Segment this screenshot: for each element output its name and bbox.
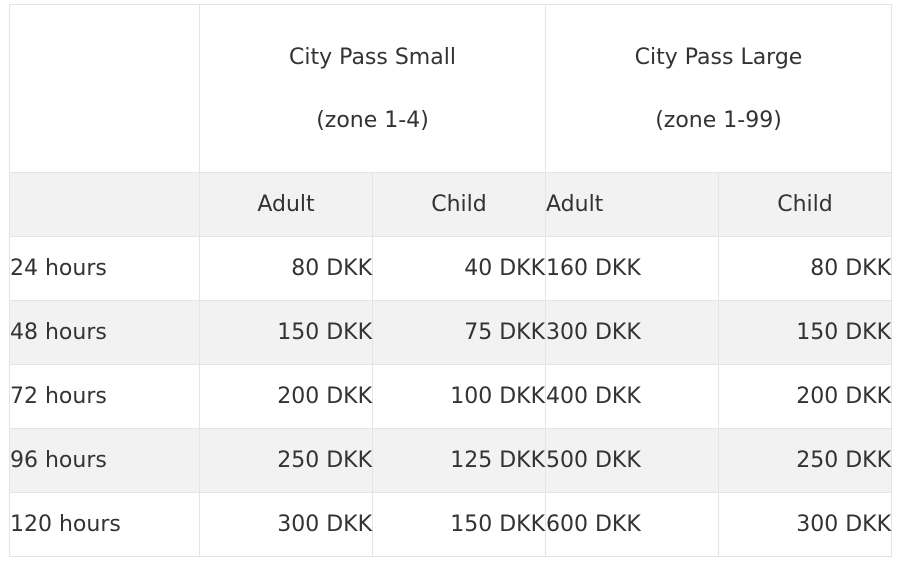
- price-cell-small-child: 150 DKK: [372, 492, 546, 557]
- pass-header-row: City Pass Small (zone 1-4) City Pass Lar…: [9, 4, 892, 173]
- subheader-row: Adult Child Adult Child: [9, 172, 892, 237]
- subheader-large-child: Child: [718, 172, 892, 237]
- table-row: 48 hours 150 DKK 75 DKK 300 DKK 150 DKK: [9, 300, 892, 365]
- city-pass-price-table: City Pass Small (zone 1-4) City Pass Lar…: [9, 4, 892, 557]
- duration-cell: 120 hours: [9, 492, 200, 557]
- price-cell-small-child: 100 DKK: [372, 364, 546, 429]
- table-row: 72 hours 200 DKK 100 DKK 400 DKK 200 DKK: [9, 364, 892, 429]
- price-cell-small-adult: 80 DKK: [199, 236, 373, 301]
- price-cell-large-child: 150 DKK: [718, 300, 892, 365]
- duration-cell: 48 hours: [9, 300, 200, 365]
- price-cell-small-adult: 150 DKK: [199, 300, 373, 365]
- price-cell-large-adult: 500 DKK: [545, 428, 719, 493]
- price-cell-large-adult: 600 DKK: [545, 492, 719, 557]
- table-row: 24 hours 80 DKK 40 DKK 160 DKK 80 DKK: [9, 236, 892, 301]
- pass-zone-large: (zone 1-99): [655, 107, 782, 133]
- duration-cell: 72 hours: [9, 364, 200, 429]
- subheader-large-adult: Adult: [545, 172, 719, 237]
- price-cell-small-adult: 250 DKK: [199, 428, 373, 493]
- price-cell-large-adult: 160 DKK: [545, 236, 719, 301]
- price-cell-large-adult: 400 DKK: [545, 364, 719, 429]
- price-cell-large-child: 250 DKK: [718, 428, 892, 493]
- pass-zone-small: (zone 1-4): [316, 107, 429, 133]
- price-cell-large-child: 200 DKK: [718, 364, 892, 429]
- price-cell-large-child: 80 DKK: [718, 236, 892, 301]
- price-cell-small-child: 125 DKK: [372, 428, 546, 493]
- empty-corner-cell: [9, 4, 200, 173]
- pass-name-small: City Pass Small: [289, 44, 456, 70]
- table-row: 120 hours 300 DKK 150 DKK 600 DKK 300 DK…: [9, 492, 892, 557]
- price-cell-small-child: 40 DKK: [372, 236, 546, 301]
- pass-header-large: City Pass Large (zone 1-99): [545, 4, 892, 173]
- pass-header-small: City Pass Small (zone 1-4): [199, 4, 546, 173]
- table-row: 96 hours 250 DKK 125 DKK 500 DKK 250 DKK: [9, 428, 892, 493]
- price-cell-large-child: 300 DKK: [718, 492, 892, 557]
- subheader-small-adult: Adult: [199, 172, 373, 237]
- price-cell-small-adult: 200 DKK: [199, 364, 373, 429]
- empty-subheader-cell: [9, 172, 200, 237]
- pass-name-large: City Pass Large: [634, 44, 803, 70]
- price-cell-small-adult: 300 DKK: [199, 492, 373, 557]
- price-cell-small-child: 75 DKK: [372, 300, 546, 365]
- duration-cell: 24 hours: [9, 236, 200, 301]
- duration-cell: 96 hours: [9, 428, 200, 493]
- price-table-container: City Pass Small (zone 1-4) City Pass Lar…: [9, 4, 892, 557]
- subheader-small-child: Child: [372, 172, 546, 237]
- price-cell-large-adult: 300 DKK: [545, 300, 719, 365]
